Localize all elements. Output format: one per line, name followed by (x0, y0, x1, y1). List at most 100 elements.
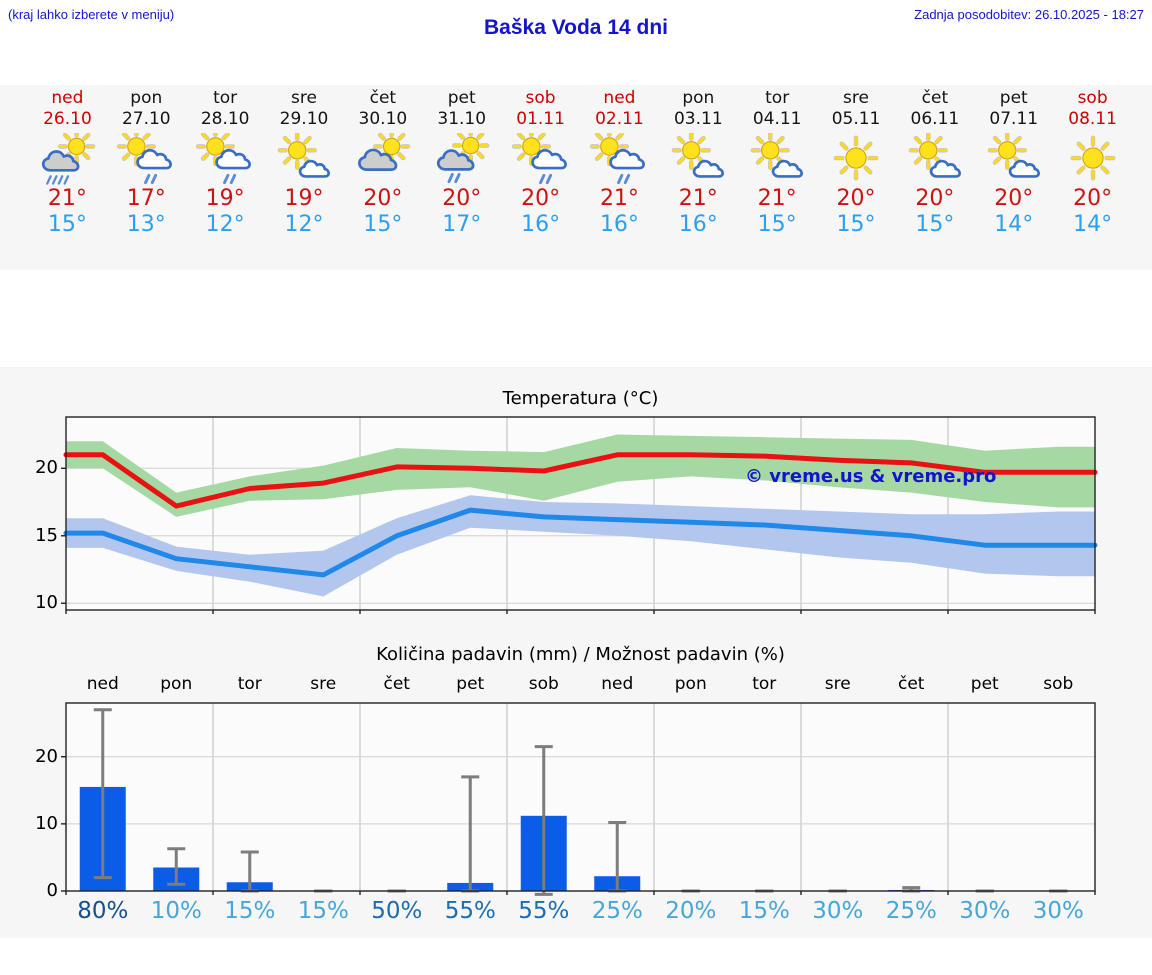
precip-day-label: sre (824, 674, 851, 694)
day-name-label: pon (130, 88, 163, 108)
sun-icon (833, 135, 879, 181)
day-name-label: ned (603, 88, 636, 108)
precip-day-labels-row: ned pon tor sre čet pet sob ned pon tor sre čet pet s… (66, 674, 1095, 694)
precip-day-label: pon (160, 674, 193, 694)
precip-probability-label: 30% (959, 898, 1011, 924)
day-name-label: sre (843, 88, 869, 108)
sun-cloud-rain-icon (590, 133, 646, 185)
page-title: Baška Voda 14 dni (483, 16, 669, 39)
day-date-label: 26.10 (43, 109, 92, 129)
forecast-day: pet 31.10 20° 17° (422, 85, 501, 270)
precip-y-tick-label: 10 (35, 812, 58, 834)
temp-y-tick-label: 15 (35, 524, 58, 546)
day-name-label: tor (213, 88, 238, 108)
sun-small-cloud-icon (750, 133, 804, 178)
day-date-label: 27.10 (121, 109, 171, 129)
forecast-day: ned 02.11 21° 16° (580, 85, 659, 270)
precip-day-label: tor (237, 674, 262, 694)
forecast-day: ned 26.10 21° 15° (28, 85, 107, 270)
precip-probability-label: 10% (150, 898, 202, 924)
high-temp-label: 20° (836, 186, 876, 211)
precip-probability-label: 30% (1032, 898, 1084, 924)
low-temp-label: 16° (678, 212, 718, 237)
low-temp-label: 15° (47, 212, 87, 237)
temp-y-tick-label: 10 (35, 592, 58, 614)
last-update-timestamp: Zadnja posodobitev: 26.10.2025 - 18:27 (914, 7, 1144, 22)
low-temp-label: 17° (442, 212, 482, 237)
day-name-label: ned (51, 88, 84, 108)
precip-day-label: pet (456, 674, 485, 694)
day-date-label: 08.11 (1068, 109, 1117, 129)
low-temp-label: 12° (205, 212, 245, 237)
precip-probability-label: 25% (591, 898, 643, 924)
sun-small-cloud-icon (908, 133, 961, 178)
day-name-label: sre (291, 88, 317, 108)
low-temp-label: 12° (284, 212, 324, 237)
precip-day-label: sre (310, 674, 337, 694)
forecast-day: tor 04.11 21° 15° (738, 85, 817, 270)
high-temp-label: 20° (442, 186, 482, 211)
high-temp-label: 20° (363, 186, 403, 211)
vreme-watermark-link[interactable]: © vreme.us & vreme.pro (745, 466, 997, 487)
precip-probability-label: 50% (371, 898, 423, 924)
high-temp-label: 21° (757, 186, 797, 211)
high-temp-label: 20° (521, 186, 561, 211)
precip-probability-label: 30% (812, 898, 864, 924)
precip-day-label: čet (383, 674, 410, 694)
day-name-label: pet (999, 88, 1028, 108)
low-temp-label: 15° (836, 212, 876, 237)
precip-probability-label: 15% (297, 898, 349, 924)
day-date-label: 06.11 (910, 109, 960, 129)
day-name-label: sob (1077, 88, 1108, 108)
high-temp-label: 17° (126, 186, 166, 211)
temp-y-tick-label: 20 (35, 457, 58, 479)
day-name-label: čet (921, 88, 949, 108)
day-date-label: 04.11 (752, 109, 802, 129)
day-name-label: sob (525, 88, 556, 108)
low-temp-label: 15° (757, 212, 797, 237)
precip-probability-label: 55% (518, 898, 570, 924)
precip-probability-label: 25% (885, 898, 937, 924)
sun-graycloud-heavyrain-icon (42, 133, 96, 185)
low-temp-label: 16° (599, 212, 639, 237)
forecast-day: pon 27.10 17° 13° (107, 85, 186, 270)
precip-day-label: pet (970, 674, 999, 694)
forecast-day: tor 28.10 19° 12° (186, 85, 265, 270)
day-name-label: pet (447, 88, 476, 108)
low-temp-label: 13° (126, 212, 166, 237)
day-date-label: 01.11 (516, 109, 565, 129)
precip-day-label: ned (601, 674, 634, 694)
day-date-label: 03.11 (673, 109, 723, 129)
day-name-label: pon (682, 88, 715, 108)
day-date-label: 05.11 (831, 109, 881, 129)
forecast-day: sob 01.11 20° 16° (501, 85, 580, 270)
sun-cloud-rain-icon (196, 133, 252, 185)
sun-small-cloud-icon (277, 133, 331, 178)
precip-probability-label: 20% (665, 898, 717, 924)
sun-small-cloud-icon (672, 133, 725, 178)
high-temp-label: 19° (205, 186, 245, 211)
sun-icon (1070, 135, 1116, 181)
high-temp-label: 21° (47, 186, 87, 211)
high-temp-label: 21° (599, 186, 639, 211)
forecast-strip: ned 26.10 21° 15° pon 27.10 17° 13° tor 28.10 19° 1… (0, 85, 1152, 270)
precip-y-tick-label: 0 (46, 880, 58, 901)
sun-cloud-rain-icon (511, 133, 567, 185)
precip-chart-title: Količina padavin (mm) / Možnost padavin … (376, 644, 785, 665)
precip-probability-label: 15% (224, 898, 276, 924)
precip-day-label: ned (86, 674, 119, 694)
forecast-day: pet 07.11 20° 14° (974, 85, 1053, 270)
day-name-label: čet (369, 88, 397, 108)
high-temp-label: 20° (1073, 186, 1113, 211)
high-temp-label: 20° (994, 186, 1034, 211)
low-temp-label: 16° (521, 212, 561, 237)
temperature-chart-title: Temperatura (°C) (502, 388, 659, 409)
day-date-label: 02.11 (595, 109, 644, 129)
sun-graycloud-rain-icon (436, 133, 489, 184)
precip-day-label: čet (898, 674, 925, 694)
precip-day-label: pon (674, 674, 707, 694)
high-temp-label: 20° (915, 186, 955, 211)
precip-day-label: sob (528, 674, 559, 694)
high-temp-label: 21° (678, 186, 718, 211)
